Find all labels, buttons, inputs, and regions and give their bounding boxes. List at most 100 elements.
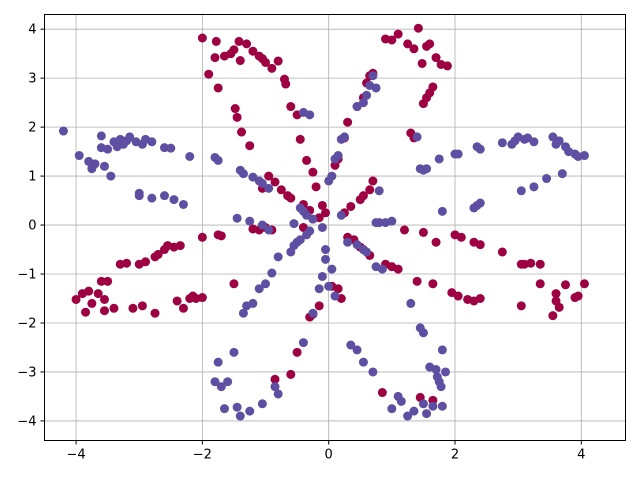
- data-point-series-0: [497, 247, 507, 257]
- data-point-series-1: [422, 409, 432, 419]
- data-point-series-0: [393, 264, 403, 274]
- data-point-series-0: [204, 69, 214, 79]
- data-point-series-1: [213, 155, 223, 165]
- data-point-series-0: [442, 61, 452, 71]
- y-tick-label: −1: [17, 268, 36, 283]
- data-point-series-1: [324, 281, 334, 291]
- data-point-series-1: [273, 389, 283, 399]
- data-point-series-1: [529, 137, 539, 147]
- data-point-series-1: [358, 357, 368, 367]
- data-point-series-1: [346, 340, 356, 350]
- data-point-series-0: [81, 307, 91, 317]
- data-point-series-1: [327, 171, 337, 181]
- data-point-series-0: [393, 29, 403, 39]
- data-point-series-0: [248, 46, 258, 56]
- data-point-series-0: [210, 53, 220, 63]
- data-point-series-0: [475, 294, 485, 303]
- data-point-series-0: [554, 302, 564, 312]
- data-point-series-1: [377, 264, 387, 274]
- data-point-series-1: [147, 137, 157, 147]
- data-point-series-1: [497, 138, 507, 148]
- data-points: [58, 23, 589, 421]
- data-point-series-0: [346, 201, 356, 211]
- data-point-series-1: [99, 161, 109, 171]
- data-point-series-0: [333, 284, 343, 294]
- data-point-series-1: [298, 338, 308, 348]
- data-point-series-1: [270, 382, 280, 392]
- data-point-series-1: [317, 271, 327, 281]
- data-point-series-0: [387, 35, 397, 45]
- data-point-series-0: [178, 303, 188, 313]
- data-point-series-1: [418, 328, 428, 338]
- data-point-series-1: [358, 98, 368, 108]
- data-point-series-0: [270, 374, 280, 384]
- y-tick-label: −2: [17, 316, 36, 331]
- data-point-series-1: [219, 404, 229, 414]
- data-point-series-0: [579, 279, 589, 289]
- data-point-series-1: [374, 186, 384, 196]
- data-point-series-0: [188, 291, 198, 301]
- data-point-series-0: [172, 296, 182, 306]
- data-point-series-1: [305, 226, 315, 236]
- data-point-series-1: [232, 213, 242, 223]
- data-point-series-0: [365, 185, 375, 195]
- data-point-series-0: [137, 301, 147, 311]
- data-point-series-1: [453, 149, 463, 159]
- data-point-series-1: [289, 219, 299, 229]
- data-point-series-1: [134, 191, 144, 201]
- data-point-series-1: [216, 382, 226, 392]
- data-point-series-0: [418, 227, 428, 237]
- data-point-series-0: [175, 241, 185, 251]
- data-point-series-0: [417, 58, 427, 68]
- data-point-series-0: [150, 308, 160, 318]
- data-point-series-1: [437, 345, 447, 355]
- data-point-series-0: [235, 56, 245, 66]
- data-point-series-1: [103, 144, 113, 154]
- data-point-series-1: [387, 216, 397, 226]
- data-point-series-0: [267, 63, 277, 73]
- data-point-series-1: [374, 218, 384, 228]
- data-point-series-1: [223, 377, 233, 387]
- data-point-series-1: [245, 406, 255, 416]
- data-point-series-1: [403, 411, 413, 421]
- data-point-series-1: [579, 151, 589, 161]
- data-point-series-0: [358, 191, 368, 201]
- data-point-series-0: [413, 23, 423, 33]
- data-point-series-1: [368, 367, 378, 377]
- data-point-series-1: [229, 347, 239, 357]
- data-point-series-1: [475, 144, 485, 154]
- y-tick-label: 1: [28, 170, 36, 185]
- data-point-series-0: [109, 303, 119, 313]
- data-point-series-1: [437, 401, 447, 411]
- data-point-series-0: [286, 369, 296, 379]
- data-point-series-1: [267, 268, 277, 278]
- data-point-series-0: [103, 276, 113, 286]
- data-point-series-1: [58, 126, 68, 136]
- data-point-series-0: [273, 56, 283, 66]
- data-point-series-0: [311, 182, 321, 192]
- data-point-series-0: [232, 112, 242, 122]
- data-point-series-0: [197, 33, 207, 43]
- data-point-series-0: [343, 117, 353, 127]
- data-point-series-1: [178, 199, 188, 209]
- data-point-series-0: [281, 79, 291, 89]
- axes-frame: [44, 14, 626, 441]
- data-point-series-1: [238, 169, 248, 179]
- data-point-series-1: [125, 132, 135, 142]
- y-tick-label: 2: [28, 121, 36, 136]
- data-point-series-0: [321, 208, 331, 218]
- data-point-series-0: [229, 279, 239, 289]
- data-point-series-1: [336, 210, 346, 220]
- data-point-series-0: [229, 45, 239, 55]
- x-tick-label: 0: [325, 448, 333, 463]
- data-point-series-1: [368, 71, 378, 81]
- data-point-series-1: [327, 264, 337, 274]
- data-point-series-0: [230, 104, 240, 114]
- data-point-series-1: [387, 404, 397, 414]
- data-point-series-0: [535, 279, 545, 289]
- y-tick-label: −4: [17, 414, 36, 429]
- data-point-series-1: [428, 401, 438, 411]
- data-point-series-1: [321, 245, 331, 255]
- data-point-series-1: [169, 195, 179, 205]
- data-point-series-0: [368, 176, 378, 186]
